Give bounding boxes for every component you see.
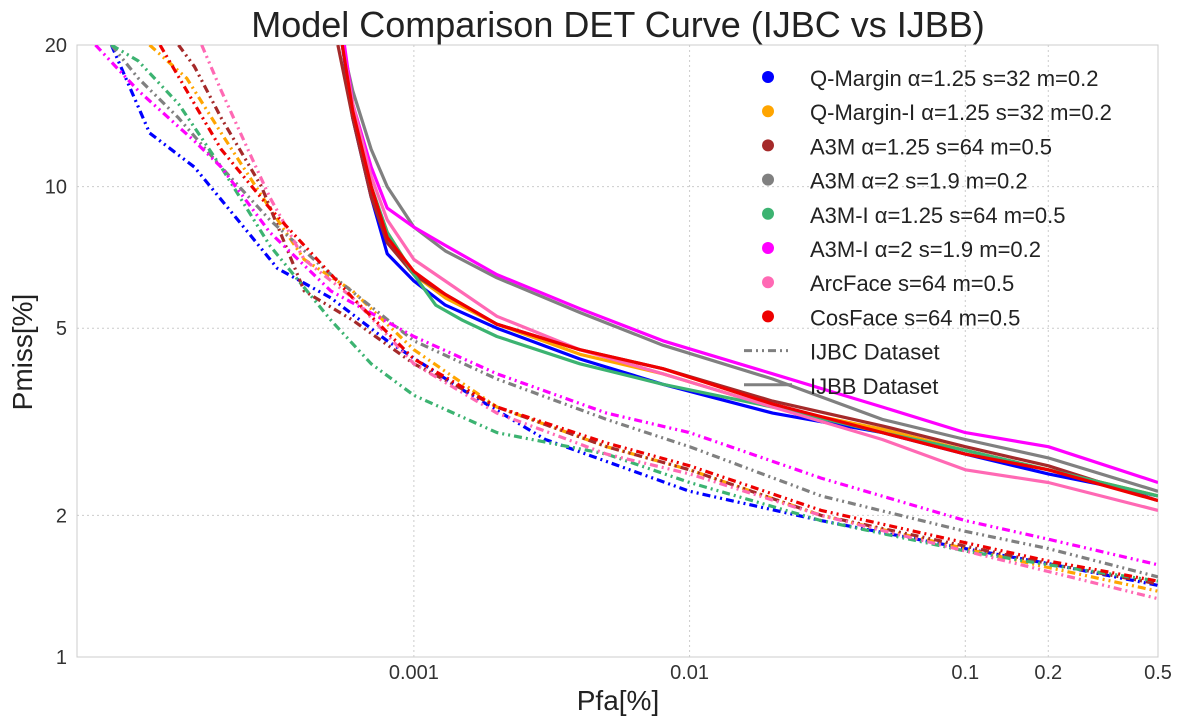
legend-label: Q-Margin-I α=1.25 s=32 m=0.2 — [810, 100, 1112, 125]
series-layer — [94, 45, 1158, 601]
series-line-a3m-i-1-25-s-64-m-0-5-ijbc — [110, 45, 1158, 583]
series-line-cosface-s-64-m-0-5-ijbc — [158, 45, 1158, 583]
legend-marker-a3m-i-2-s-1-9-m-0-2 — [762, 242, 774, 254]
x-axis-label: Pfa[%] — [577, 685, 659, 716]
series-line-q-margin-1-25-s-32-m-0-2-ijbc — [109, 45, 1158, 587]
series-line-a3m-1-25-s-64-m-0-5-ijbc — [177, 45, 1158, 586]
y-axis-ticks: 1 2 5 10 20 — [45, 35, 67, 669]
series-line-arcface-s-64-m-0-5-ijbc — [200, 45, 1158, 601]
legend-marker-cosface-s-64-m-0-5 — [762, 310, 774, 323]
legend-label: A3M-I α=1.25 s=64 m=0.5 — [810, 203, 1065, 228]
legend-marker-q-margin-i-1-25-s-32-m-0-2 — [762, 105, 774, 118]
legend-label: A3M α=1.25 s=64 m=0.5 — [810, 134, 1052, 159]
chart-title: Model Comparison DET Curve (IJBC vs IJBB… — [251, 4, 985, 45]
legend-marker-arcface-s-64-m-0-5 — [762, 276, 774, 289]
legend-label: Q-Margin α=1.25 s=32 m=0.2 — [810, 66, 1098, 91]
x-tick-label: 0.2 — [1034, 662, 1062, 684]
y-tick-label: 10 — [45, 177, 67, 199]
y-tick-label: 1 — [56, 647, 67, 669]
legend-marker-a3m-i-1-25-s-64-m-0-5 — [762, 207, 774, 220]
series-line-a3m-i-2-s-1-9-m-0-2-ijbc — [94, 45, 1158, 567]
legend-label: A3M α=2 s=1.9 m=0.2 — [810, 169, 1028, 194]
legend-label: A3M-I α=2 s=1.9 m=0.2 — [810, 237, 1041, 262]
x-tick-label: 0.5 — [1144, 662, 1172, 684]
series-line-a3m-2-s-1-9-m-0-2-ijbc — [110, 45, 1158, 579]
series-line-cosface-s-64-m-0-5-ijbb — [340, 45, 1158, 503]
series-line-a3m-i-2-s-1-9-m-0-2-ijbb — [342, 45, 1158, 485]
series-line-q-margin-i-1-25-s-32-m-0-2-ijbc — [148, 45, 1158, 593]
x-axis-ticks: 0.001 0.01 0.1 0.2 0.5 — [389, 662, 1172, 684]
x-tick-label: 0.01 — [670, 662, 709, 684]
y-tick-label: 2 — [56, 505, 67, 527]
y-tick-label: 5 — [56, 318, 67, 340]
series-line-arcface-s-64-m-0-5-ijbb — [340, 45, 1158, 512]
x-tick-label: 0.001 — [389, 662, 439, 684]
plot-frame — [76, 44, 1159, 658]
x-tick-label: 0.1 — [951, 662, 979, 684]
legend-marker-a3m-1-25-s-64-m-0-5 — [762, 139, 774, 152]
legend-label: CosFace s=64 m=0.5 — [810, 305, 1020, 330]
legend-label: IJBB Dataset — [810, 374, 938, 399]
legend-marker-q-margin-1-25-s-32-m-0-2 — [762, 71, 774, 83]
legend-marker-a3m-2-s-1-9-m-0-2 — [762, 173, 774, 186]
y-axis-label: Pmiss[%] — [7, 294, 38, 411]
legend-label: IJBC Dataset — [810, 340, 940, 365]
legend: Q-Margin α=1.25 s=32 m=0.2 Q-Margin-I α=1… — [744, 66, 1112, 399]
y-tick-label: 20 — [45, 35, 67, 57]
series-line-a3m-2-s-1-9-m-0-2-ijbb — [340, 45, 1158, 493]
legend-label: ArcFace s=64 m=0.5 — [810, 271, 1014, 296]
